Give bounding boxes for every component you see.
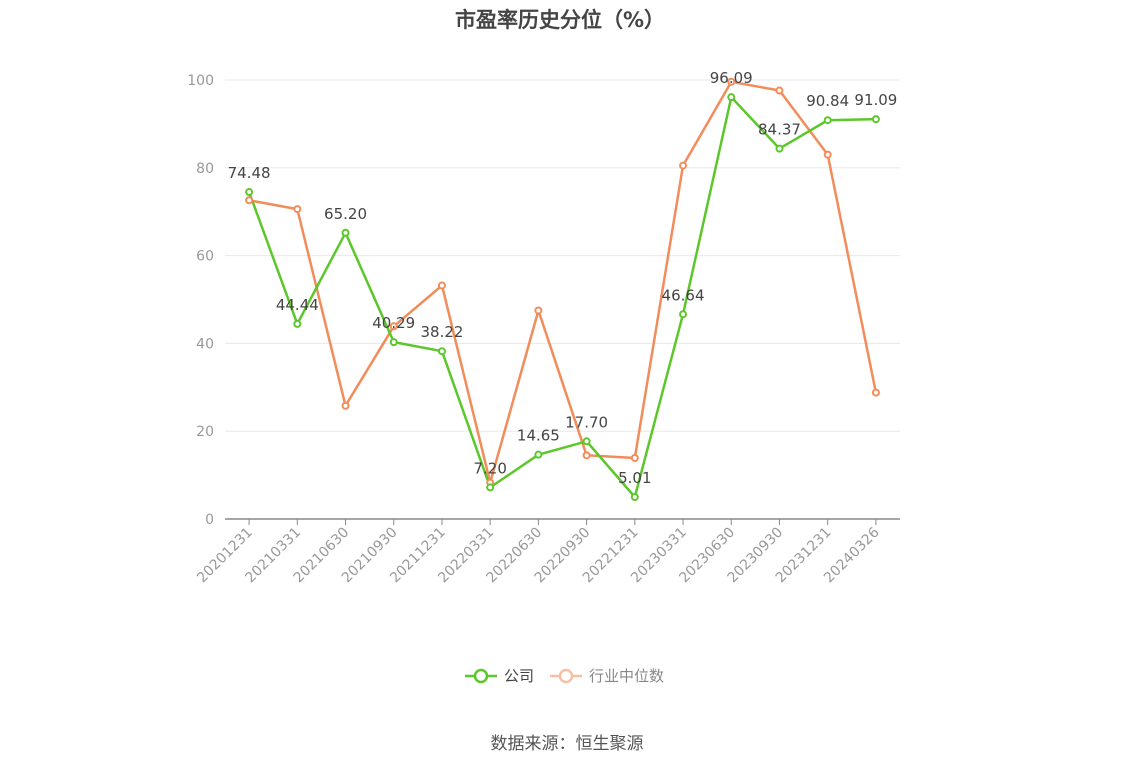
y-tick-label: 80	[196, 161, 214, 177]
data-point	[293, 205, 302, 214]
data-point	[679, 161, 688, 170]
data-point	[486, 483, 495, 492]
data-label: 84.37	[758, 121, 801, 139]
data-label: 96.09	[710, 69, 753, 87]
data-label: 17.70	[565, 413, 608, 431]
data-point	[437, 281, 446, 290]
legend-marker	[473, 668, 489, 684]
data-point	[871, 388, 880, 397]
y-tick-label: 20	[196, 424, 214, 440]
data-point	[630, 493, 639, 502]
data-point	[630, 453, 639, 462]
data-label: 38.22	[420, 323, 463, 341]
data-label: 44.44	[276, 296, 319, 314]
data-point	[534, 306, 543, 315]
data-points	[245, 77, 880, 502]
y-tick-label: 100	[187, 73, 214, 89]
data-point	[727, 77, 736, 86]
series-line	[248, 80, 878, 484]
data-point	[245, 196, 254, 205]
grid-lines	[225, 79, 900, 432]
data-point	[823, 150, 832, 159]
data-label: 46.64	[662, 286, 705, 304]
data-point	[534, 450, 543, 459]
data-point	[727, 93, 736, 102]
data-label: 65.20	[324, 205, 367, 223]
chart-title: 市盈率历史分位（%）	[454, 8, 666, 32]
data-label: 14.65	[517, 427, 560, 445]
legend[interactable]: 公司 行业中位数	[465, 667, 664, 685]
data-label: 5.01	[618, 469, 651, 487]
data-source-note: 数据来源：恒生聚源	[490, 734, 644, 754]
data-label: 40.29	[372, 314, 415, 332]
series-lines	[247, 80, 878, 499]
data-point	[582, 437, 591, 446]
legend-label: 公司	[504, 667, 534, 685]
series-line	[247, 95, 876, 499]
y-tick-label: 60	[196, 249, 214, 265]
data-point	[341, 228, 350, 237]
data-point	[775, 86, 784, 95]
data-point	[245, 188, 254, 197]
legend-label: 行业中位数	[589, 667, 664, 685]
legend-marker	[558, 668, 574, 684]
data-labels: 74.48 44.44 65.20 40.29 38.22 7.20 14.65 17.70 5…	[228, 69, 898, 487]
data-point	[437, 347, 446, 356]
data-point	[679, 310, 688, 319]
y-tick-label: 0	[205, 512, 214, 528]
data-point	[582, 451, 591, 460]
data-point	[775, 144, 784, 153]
data-label: 7.20	[473, 459, 506, 477]
data-point	[341, 401, 350, 410]
data-label: 74.48	[228, 164, 271, 182]
y-tick-label: 40	[196, 336, 214, 352]
data-point	[293, 319, 302, 328]
data-point	[389, 322, 398, 331]
data-point	[389, 338, 398, 347]
data-point	[823, 116, 832, 125]
data-point	[871, 115, 880, 124]
data-label: 91.09	[854, 91, 897, 109]
data-label: 90.84	[806, 92, 849, 110]
